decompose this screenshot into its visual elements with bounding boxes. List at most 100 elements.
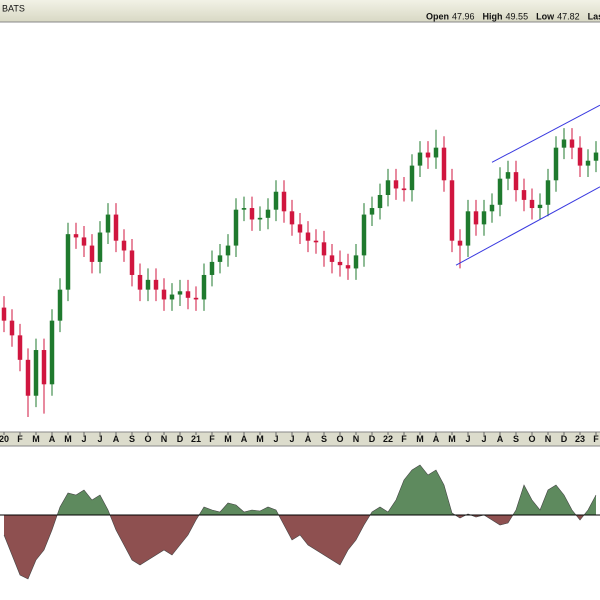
candle-body (129, 250, 135, 275)
candle-body (297, 224, 303, 233)
candle-body (233, 209, 239, 246)
header-bar (0, 0, 600, 22)
area-positive (4, 465, 596, 515)
x-tick-label: A (305, 434, 312, 444)
candle-body (153, 279, 159, 290)
field-value: 49.55 (506, 11, 529, 21)
candle-body (1, 307, 7, 321)
candle-body (161, 289, 167, 300)
candle-body (473, 211, 479, 225)
candle-body (489, 204, 495, 212)
candle-body (217, 255, 223, 262)
x-tick-label: M (256, 434, 264, 444)
x-tick-label: D (561, 434, 568, 444)
x-tick-label: M (448, 434, 456, 444)
candle-body (241, 208, 247, 210)
candle-body (33, 350, 39, 396)
candle-body (97, 232, 103, 262)
candle-body (441, 147, 447, 181)
x-tick-label: O (528, 434, 535, 444)
candle-body (257, 217, 263, 220)
x-tick-label: O (144, 434, 151, 444)
candle-body (449, 180, 455, 241)
x-tick-label: A (241, 434, 248, 444)
candle-body (529, 199, 535, 209)
candle-body (65, 234, 71, 290)
candle-body (585, 160, 591, 166)
x-tick-label: O (336, 434, 343, 444)
field-value: 47.96 (452, 11, 475, 21)
candle-body (105, 214, 111, 233)
candle-body (497, 178, 503, 205)
x-tick-label: F (209, 434, 215, 444)
x-tick-label: N (545, 434, 552, 444)
x-tick-label: J (97, 434, 102, 444)
candle-body (537, 204, 543, 209)
candle-body (121, 240, 127, 251)
x-tick-label: D (369, 434, 376, 444)
trendline (455, 186, 600, 266)
candle-body (569, 139, 575, 148)
x-axis: 20 F M A M J J A S O N D 21 F M A M J J A S O N D 22 F M A M J J A S O N D 2… (0, 432, 599, 444)
field-label: High (483, 11, 503, 21)
candle-body (361, 214, 367, 256)
x-tick-label: F (17, 434, 23, 444)
x-tick-label: S (321, 434, 327, 444)
candle-body (321, 242, 327, 256)
candle-body (417, 152, 423, 166)
candle-body (113, 214, 119, 241)
candle-body (409, 165, 415, 191)
candle-body (513, 172, 519, 191)
candle-body (25, 359, 31, 396)
candle-body (89, 245, 95, 262)
x-tick-label: F (401, 434, 407, 444)
candle-body (281, 191, 287, 212)
candle-body (265, 209, 271, 218)
x-tick-label: J (481, 434, 486, 444)
candle-body (185, 291, 191, 298)
candle-body (337, 261, 343, 266)
candle-body (345, 265, 351, 269)
candle-body (577, 147, 583, 166)
candle-body (553, 147, 559, 181)
x-tick-label: 22 (383, 434, 393, 444)
candle-body (209, 261, 215, 275)
candle-body (41, 350, 47, 385)
x-tick-label: S (129, 434, 135, 444)
candle-body (329, 255, 335, 262)
x-tick-label: A (497, 434, 504, 444)
candle-body (201, 274, 207, 300)
candle-body (273, 191, 279, 210)
x-tick-label: M (64, 434, 72, 444)
candle-body (169, 294, 175, 300)
x-axis-strip (0, 432, 600, 446)
candle-body (545, 180, 551, 205)
candle-body (425, 152, 431, 158)
x-tick-label: M (416, 434, 424, 444)
x-tick-label: 20 (0, 434, 9, 444)
candle-body (305, 232, 311, 241)
candle-body (9, 320, 15, 336)
candle-body (505, 172, 511, 179)
candle-body (369, 208, 375, 215)
area-negative (4, 515, 596, 579)
x-tick-label: J (273, 434, 278, 444)
candle-body (385, 180, 391, 195)
x-tick-label: M (32, 434, 40, 444)
x-tick-label: M (224, 434, 232, 444)
x-tick-label: D (177, 434, 184, 444)
x-tick-label: J (289, 434, 294, 444)
field-label: Low (536, 11, 555, 21)
x-tick-label: F (593, 434, 599, 444)
indicator-panel (0, 464, 600, 580)
candle-body (289, 211, 295, 225)
candle-body (17, 335, 23, 360)
candle-body (561, 139, 567, 148)
field-label: Open (426, 11, 449, 21)
candle-body (433, 147, 439, 158)
candle-body (81, 237, 87, 246)
symbol: BATS (2, 3, 25, 13)
